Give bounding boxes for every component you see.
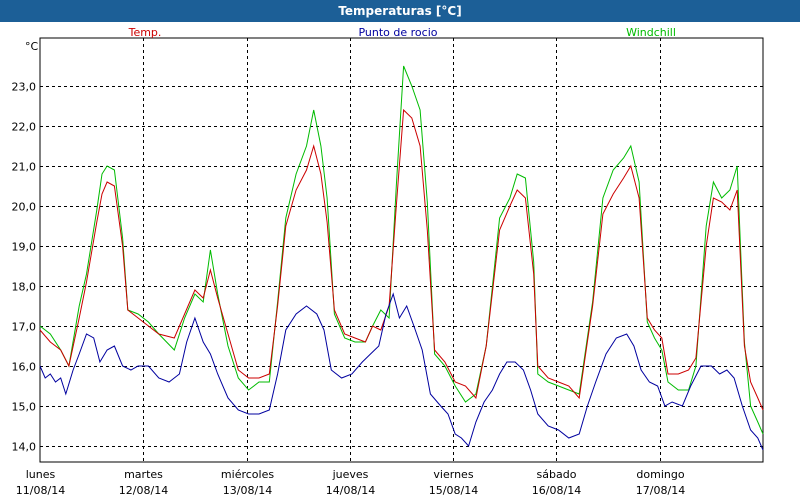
y-tick-label: 22,0 <box>12 121 37 134</box>
legend: Temp. Punto de rocio Windchill <box>128 26 676 39</box>
series-line <box>39 65 764 435</box>
x-tick-day: miércoles <box>221 468 274 481</box>
x-tick-date: 11/08/14 <box>16 484 65 497</box>
series-line <box>39 108 764 411</box>
x-tick-day: martes <box>124 468 163 481</box>
series-lines <box>39 65 764 451</box>
x-tick-day: lunes <box>26 468 56 481</box>
y-tick-label: 17,0 <box>12 321 37 334</box>
y-tick-label: 20,0 <box>12 201 37 214</box>
x-tick-date: 12/08/14 <box>119 484 168 497</box>
legend-item: Temp. <box>128 26 162 39</box>
temperature-chart: °C 23,0 22,0 21,0 20,0 19,0 18,0 17,0 16,0 15,0 1… <box>12 26 764 497</box>
y-axis-unit: °C <box>25 40 39 53</box>
legend-item: Windchill <box>626 26 676 39</box>
y-axis: °C 23,0 22,0 21,0 20,0 19,0 18,0 17,0 16,0 15,0 1… <box>12 40 39 454</box>
y-tick-label: 14,0 <box>12 441 37 454</box>
y-tick-label: 23,0 <box>12 81 37 94</box>
y-tick-label: 19,0 <box>12 241 37 254</box>
x-tick-date: 13/08/14 <box>223 484 272 497</box>
grid-lines <box>40 38 763 462</box>
x-tick-date: 17/08/14 <box>636 484 685 497</box>
x-axis: lunes 11/08/14 martes 12/08/14 miércoles 13/0… <box>16 468 685 497</box>
x-tick-day: sábado <box>537 468 577 481</box>
x-tick-day: domingo <box>636 468 684 481</box>
window-title: Temperaturas [°C] <box>0 0 800 22</box>
x-tick-day: jueves <box>332 468 369 481</box>
x-tick-day: viernes <box>433 468 473 481</box>
x-tick-date: 16/08/14 <box>532 484 581 497</box>
x-tick-date: 14/08/14 <box>326 484 375 497</box>
y-tick-label: 18,0 <box>12 281 37 294</box>
y-tick-label: 21,0 <box>12 161 37 174</box>
series-line <box>39 292 764 451</box>
y-tick-label: 15,0 <box>12 401 37 414</box>
legend-item: Punto de rocio <box>358 26 437 39</box>
y-tick-label: 16,0 <box>12 361 37 374</box>
x-tick-date: 15/08/14 <box>429 484 478 497</box>
